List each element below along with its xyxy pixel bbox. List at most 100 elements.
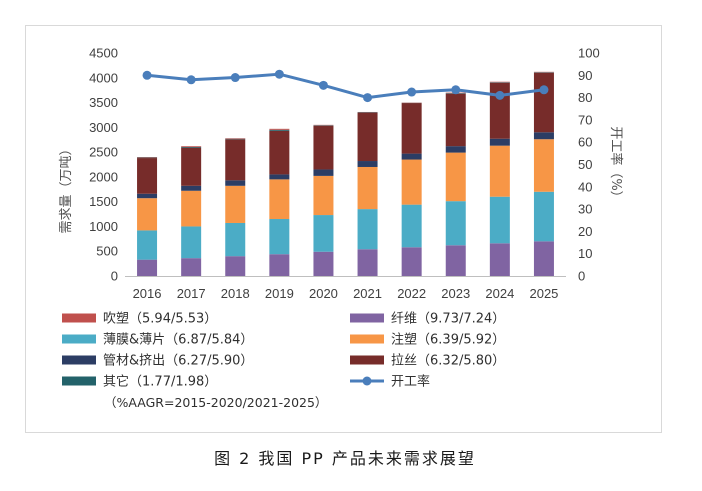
stacked-bars [137, 71, 554, 276]
left-tick-label: 3000 [89, 120, 118, 135]
bar-fiber-2023 [445, 245, 466, 276]
bar-raffia-2018 [225, 139, 246, 181]
right-tick-label: 80 [578, 90, 592, 105]
bar-pipe-extrusion-2022 [401, 153, 422, 160]
bar-fiber-2019 [269, 254, 290, 276]
bar-film-sheet-2024 [489, 196, 510, 244]
x-tick-label-2024: 2024 [485, 286, 514, 301]
bar-raffia-2022 [401, 103, 422, 154]
bar-film-sheet-2025 [533, 191, 554, 242]
bar-raffia-2019 [269, 130, 290, 175]
left-tick-label: 2500 [89, 145, 118, 160]
operating-rate-point-2025 [539, 85, 549, 95]
bar-other-2020 [313, 125, 334, 126]
bar-other-2024 [489, 82, 510, 83]
bar-other-2018 [225, 138, 246, 140]
left-tick-label: 500 [96, 244, 118, 259]
right-tick-label: 0 [578, 269, 585, 284]
bar-other-2016 [137, 157, 158, 159]
x-tick-label-2025: 2025 [529, 286, 558, 301]
bar-blow-molding-2025 [533, 71, 554, 73]
bar-film-sheet-2017 [181, 226, 202, 259]
bar-blow-molding-2017 [181, 146, 202, 147]
left-tick-label: 1500 [89, 194, 118, 209]
bar-fiber-2018 [225, 256, 246, 276]
right-axis-tick-labels: 0 10 20 30 40 50 60 70 80 90 100 [578, 46, 600, 284]
bar-injection-molding-2017 [181, 190, 202, 227]
legend-series-name: 拉丝 [391, 354, 417, 369]
legend-swatch-fiber [350, 313, 384, 323]
bar-other-2019 [269, 129, 290, 131]
legend-series-aagr: （6.32/5.80） [417, 354, 505, 369]
legend-label-pipe-extrusion: 管材&挤出（6.27/5.90） [103, 354, 253, 369]
operating-rate-point-2016 [142, 70, 152, 80]
legend-swatch-raffia [350, 355, 384, 365]
right-tick-label: 20 [578, 224, 592, 239]
right-tick-label: 30 [578, 202, 592, 217]
bar-fiber-2017 [181, 258, 202, 276]
left-tick-label: 0 [111, 269, 118, 284]
bar-film-sheet-2020 [313, 215, 334, 252]
bar-blow-molding-2024 [489, 81, 510, 83]
bar-pipe-extrusion-2017 [181, 185, 202, 191]
bar-blow-molding-2019 [269, 128, 290, 130]
bar-pipe-extrusion-2018 [225, 180, 246, 186]
legend-swatch-blow-molding [62, 313, 96, 323]
legend-series-name: 其它 [103, 374, 129, 390]
x-tick-label-2023: 2023 [441, 286, 470, 301]
bar-film-sheet-2023 [445, 201, 466, 246]
bar-raffia-2025 [533, 72, 554, 133]
legend-swatch-pipe-extrusion [62, 355, 96, 365]
operating-rate-polyline [146, 72, 545, 100]
bar-injection-molding-2018 [225, 185, 246, 223]
bar-fiber-2022 [401, 247, 422, 276]
legend-series-name: 纤维 [391, 312, 417, 327]
legend-swatch-film-sheet [62, 334, 96, 344]
x-tick-label-2016: 2016 [133, 286, 162, 301]
x-tick-label-2021: 2021 [353, 286, 382, 301]
right-axis-title: 开工率（%） [608, 126, 624, 203]
bar-film-sheet-2021 [357, 209, 378, 250]
left-axis-tick-labels: 0 500 1000 1500 2000 2500 3000 3500 4000 4500 [89, 46, 118, 284]
left-tick-label: 2000 [89, 169, 118, 184]
chart-frame [25, 25, 662, 433]
bar-injection-molding-2019 [269, 179, 290, 220]
bar-fiber-2016 [137, 259, 158, 276]
bar-injection-molding-2016 [137, 198, 158, 231]
right-tick-label: 100 [578, 46, 600, 61]
bar-raffia-2024 [489, 82, 510, 139]
legend-series-aagr: （6.87/5.84） [165, 333, 253, 348]
bar-other-2017 [181, 146, 202, 148]
legend-series-aagr: （6.39/5.92） [417, 333, 505, 348]
legend-label-film-sheet: 薄膜&薄片（6.87/5.84） [103, 333, 253, 348]
figure-caption: 图 2 我国 PP 产品未来需求展望 [214, 449, 476, 468]
legend: 吹塑（5.94/5.53）薄膜&薄片（6.87/5.84）管材&挤出（6.27/… [62, 312, 505, 390]
bar-injection-molding-2025 [533, 139, 554, 192]
right-tick-label: 40 [578, 179, 592, 194]
bar-injection-molding-2023 [445, 152, 466, 202]
legend-label-injection-molding: 注塑（6.39/5.92） [391, 333, 505, 348]
left-tick-label: 4000 [89, 70, 118, 85]
legend-label-fiber: 纤维（9.73/7.24） [391, 312, 505, 327]
bar-raffia-2021 [357, 112, 378, 162]
operating-rate-line [142, 69, 549, 103]
bar-injection-molding-2024 [489, 145, 510, 197]
operating-rate-point-2017 [186, 75, 196, 85]
bar-film-sheet-2016 [137, 230, 158, 260]
operating-rate-point-2020 [318, 80, 328, 90]
legend-series-aagr: （1.77/1.98） [129, 375, 217, 390]
right-tick-label: 70 [578, 112, 592, 127]
legend-series-name: 管材&挤出 [103, 354, 165, 369]
legend-label-operating-rate: 开工率 [391, 374, 430, 390]
bar-fiber-2025 [533, 241, 554, 276]
x-axis-tick-labels: 2016 2017 2018 2019 2020 2021 2022 2023 2024 2025 [133, 286, 559, 301]
legend-series-aagr: （6.27/5.90） [165, 354, 253, 369]
legend-swatch-other [62, 376, 96, 386]
bar-pipe-extrusion-2024 [489, 138, 510, 146]
legend-label-raffia: 拉丝（6.32/5.80） [391, 354, 505, 369]
legend-series-name: 薄膜&薄片 [103, 333, 165, 348]
left-tick-label: 4500 [89, 46, 118, 61]
operating-rate-point-2021 [363, 93, 373, 103]
